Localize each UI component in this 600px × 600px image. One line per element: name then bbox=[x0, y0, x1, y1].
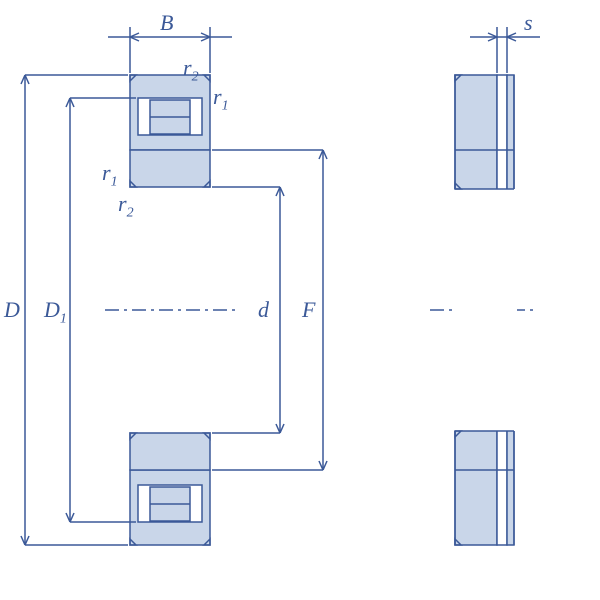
label-r1-top: r1 bbox=[213, 84, 229, 114]
label-r2-inner: r2 bbox=[118, 191, 134, 221]
label-s: s bbox=[524, 10, 533, 36]
label-D: D bbox=[4, 297, 20, 323]
label-r1-inner: r1 bbox=[102, 160, 118, 190]
label-d: d bbox=[258, 297, 269, 323]
bearing-diagram bbox=[0, 0, 600, 600]
label-r2-top: r2 bbox=[183, 55, 199, 85]
label-F: F bbox=[302, 297, 315, 323]
label-B: B bbox=[160, 10, 173, 36]
label-D1: D1 bbox=[44, 297, 67, 327]
